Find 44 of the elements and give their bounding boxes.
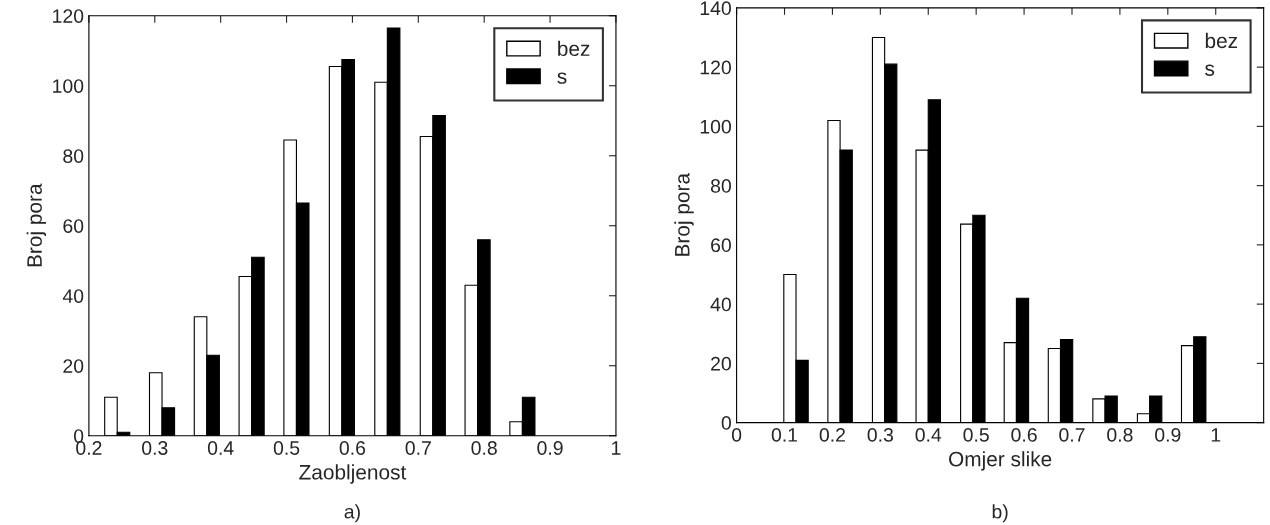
x-tick-label: 0.5 [273,441,300,455]
x-tick-label: 0.7 [1059,428,1085,442]
y-tick-label: 80 [63,149,84,163]
x-axis-title: Omjer slike [949,451,1052,471]
legend-label: s [1205,64,1215,76]
legend-label: bez [1205,32,1238,49]
x-tick-label: 0.6 [339,441,366,455]
x-tick-label: 0.9 [1155,428,1181,442]
x-tick-label: 0.2 [819,428,845,442]
y-tick-label: 40 [710,297,731,312]
y-tick-label: 120 [53,9,84,23]
y-tick-label: 60 [711,238,731,253]
x-tick-label: 1 [612,441,621,455]
x-tick-label: 0.4 [207,441,234,455]
legend-label: s [557,72,567,84]
y-tick-label: 80 [710,179,731,193]
y-tick-label: 20 [63,359,84,373]
x-tick-label: 0.6 [1011,428,1037,442]
x-tick-label: 0.1 [771,428,798,442]
y-tick-label: 100 [700,119,731,134]
y-tick-label: 0 [721,416,731,430]
y-tick-label: 120 [700,60,731,75]
x-tick-label: 0.4 [915,428,942,442]
x-axis-title: Zaobljenost [299,464,407,484]
x-tick-label: 0.2 [76,441,102,455]
x-tick-label: 0.8 [471,441,497,455]
x-tick-label: 0.3 [142,441,168,455]
legend-label: bez [558,40,590,57]
x-tick-label: 0 [731,428,742,442]
x-tick-label: 0.3 [867,428,893,442]
x-tick-label: 0.9 [537,441,563,455]
y-tick-label: 20 [711,356,731,371]
text: a) [344,504,360,523]
y-tick-label: 100 [53,79,84,93]
x-tick-label: 0.5 [963,428,989,442]
x-tick-label: 1 [1211,428,1221,442]
x-tick-label: 0.7 [405,441,431,455]
y-axis-title: Broj pora [26,183,47,267]
y-tick-label: 40 [62,289,84,303]
x-tick-label: 0.8 [1107,428,1133,442]
y-tick-label: 140 [700,1,731,16]
y-axis-title: Broj pora [674,172,694,256]
y-tick-label: 60 [63,219,84,233]
text: b) [992,504,1008,523]
